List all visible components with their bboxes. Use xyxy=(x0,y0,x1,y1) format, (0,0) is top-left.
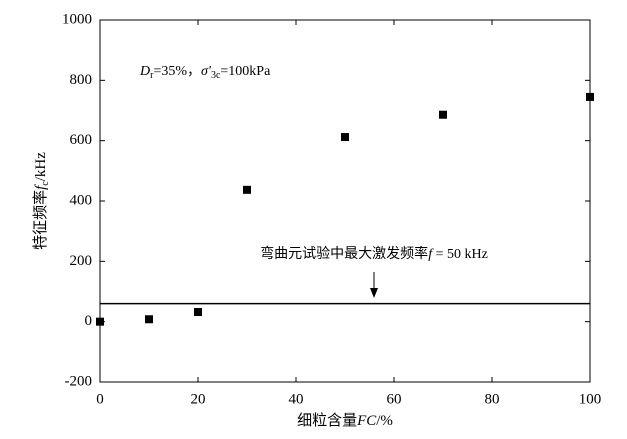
x-tick-label: 20 xyxy=(191,391,206,407)
y-tick-label: 400 xyxy=(70,192,93,208)
y-tick-label: 600 xyxy=(70,132,93,148)
x-tick-label: 100 xyxy=(579,391,602,407)
y-tick-label: 1000 xyxy=(62,11,92,27)
point xyxy=(194,308,202,317)
point xyxy=(145,315,153,324)
y-tick-label: 200 xyxy=(70,253,93,269)
x-axis-label: 细粒含量FC/% xyxy=(297,412,393,429)
point xyxy=(586,92,594,101)
y-tick-label: 800 xyxy=(70,72,93,88)
x-tick-label: 0 xyxy=(96,391,104,407)
point xyxy=(341,133,349,142)
x-tick-label: 80 xyxy=(485,391,500,407)
annotation: Dr=35%，σ'3c=100kPa xyxy=(139,64,271,81)
y-tick-label: 0 xyxy=(85,313,93,329)
y-tick-label: -200 xyxy=(65,373,93,389)
y-axis-label: 特征频率fc/kHz xyxy=(32,152,51,250)
reference-label: 弯曲元试验中最大激发频率f = 50 kHz xyxy=(260,245,488,262)
point xyxy=(439,110,447,119)
point xyxy=(243,185,251,194)
point xyxy=(96,317,104,326)
x-tick-label: 60 xyxy=(387,391,402,407)
arrow-head xyxy=(370,288,378,298)
x-tick-label: 40 xyxy=(289,391,304,407)
